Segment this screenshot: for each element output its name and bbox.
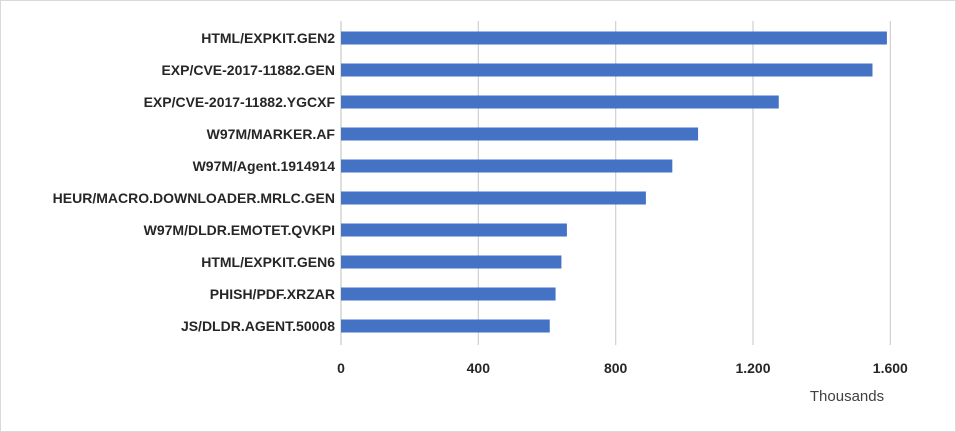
category-label: EXP/CVE-2017-11882.GEN: [161, 62, 335, 78]
category-label: W97M/Agent.1914914: [193, 158, 336, 174]
category-label: EXP/CVE-2017-11882.YGCXF: [144, 94, 336, 110]
x-tick-labels: 0 400 800 1.200 1.600: [337, 360, 908, 376]
category-label: HTML/EXPKIT.GEN2: [201, 30, 335, 46]
bar: [341, 127, 699, 141]
bar: [341, 255, 562, 269]
category-labels: HTML/EXPKIT.GEN2 EXP/CVE-2017-11882.GEN EX…: [53, 30, 336, 334]
category-label: PHISH/PDF.XRZAR: [210, 286, 335, 302]
bars: [341, 31, 887, 333]
bar: [341, 287, 556, 301]
x-tick-label: 800: [604, 360, 628, 376]
category-label: HEUR/MACRO.DOWNLOADER.MRLC.GEN: [53, 190, 335, 206]
bar: [341, 319, 550, 333]
bar: [341, 63, 873, 77]
bar: [341, 31, 887, 45]
x-tick-label: 1.200: [735, 360, 770, 376]
category-label: JS/DLDR.AGENT.50008: [181, 318, 335, 334]
bar: [341, 95, 779, 109]
x-tick-label: 0: [337, 360, 345, 376]
x-tick-label: 1.600: [873, 360, 908, 376]
bar: [341, 191, 646, 205]
category-label: W97M/MARKER.AF: [207, 126, 336, 142]
bar: [341, 159, 673, 173]
category-label: HTML/EXPKIT.GEN6: [201, 254, 335, 270]
bar: [341, 223, 567, 237]
category-label: W97M/DLDR.EMOTET.QVKPI: [144, 222, 335, 238]
x-axis-unit-label: Thousands: [810, 388, 884, 405]
x-tick-label: 400: [467, 360, 491, 376]
